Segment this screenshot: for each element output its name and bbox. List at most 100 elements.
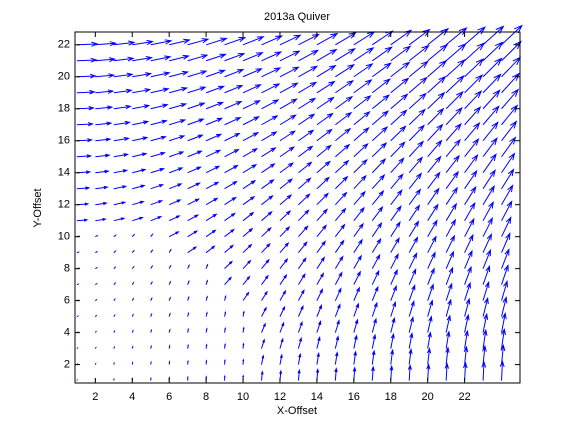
- arrow: [168, 264, 172, 269]
- arrow: [390, 348, 395, 365]
- arrow: [261, 338, 265, 349]
- arrow: [427, 235, 437, 253]
- arrow: [261, 99, 280, 110]
- arrow: [297, 368, 301, 381]
- arrow: [242, 163, 258, 174]
- arrow: [445, 58, 466, 78]
- arrow: [132, 120, 150, 126]
- arrow: [261, 163, 276, 174]
- arrow: [132, 39, 154, 46]
- arrow: [298, 33, 321, 46]
- arrow: [335, 79, 355, 94]
- arrow: [501, 327, 506, 349]
- arrow: [482, 41, 504, 62]
- arrow: [371, 158, 387, 174]
- arrow: [205, 197, 219, 206]
- arrow: [371, 126, 389, 142]
- arrow: [353, 334, 358, 349]
- arrow: [427, 27, 450, 46]
- arrow: [169, 103, 188, 110]
- arrow: [150, 296, 153, 301]
- y-tick-label: 22: [58, 39, 70, 51]
- arrow: [279, 321, 285, 333]
- arrow: [224, 85, 244, 94]
- arrow: [150, 55, 172, 62]
- x-tick-label: 20: [422, 391, 434, 403]
- arrow: [150, 344, 152, 349]
- arrow: [445, 250, 455, 269]
- arrow: [131, 329, 134, 333]
- arrow: [445, 234, 456, 253]
- arrow: [464, 58, 485, 78]
- arrow: [150, 71, 171, 78]
- arrow: [187, 54, 209, 62]
- arrow: [113, 266, 117, 270]
- arrow: [297, 304, 304, 317]
- arrow: [169, 54, 190, 62]
- arrow: [187, 182, 201, 190]
- arrow: [316, 256, 326, 269]
- arrow: [168, 296, 171, 301]
- arrow: [297, 320, 303, 333]
- arrow: [95, 41, 118, 47]
- arrow: [113, 250, 117, 254]
- arrow: [298, 225, 309, 238]
- arrow: [150, 312, 153, 317]
- arrow: [168, 231, 180, 238]
- arrow: [353, 254, 362, 269]
- arrow: [501, 24, 523, 46]
- arrow: [187, 263, 190, 269]
- arrow: [335, 95, 354, 110]
- arrow: [279, 226, 291, 238]
- arrow: [187, 134, 204, 142]
- arrow: [168, 328, 171, 333]
- arrow: [408, 188, 422, 205]
- arrow: [482, 169, 496, 189]
- arrow: [353, 63, 374, 78]
- arrow: [169, 38, 191, 46]
- arrow: [371, 78, 391, 94]
- arrow: [279, 98, 298, 110]
- x-tick-label: 18: [385, 391, 397, 403]
- arrow: [279, 337, 284, 349]
- arrow: [150, 200, 164, 206]
- arrow: [205, 37, 228, 46]
- arrow: [150, 119, 168, 126]
- arrow: [353, 302, 359, 317]
- arrow: [501, 104, 519, 126]
- y-tick-label: 2: [64, 359, 70, 371]
- arrow: [205, 279, 208, 285]
- arrow: [205, 359, 208, 365]
- arrow: [279, 162, 295, 174]
- arrow: [95, 185, 109, 190]
- arrow: [205, 165, 221, 174]
- arrow: [464, 74, 484, 94]
- arrow: [464, 265, 472, 285]
- arrow: [224, 53, 246, 62]
- arrow: [427, 251, 436, 269]
- arrow: [481, 360, 487, 381]
- arrow: [482, 216, 493, 237]
- arrow: [150, 168, 166, 174]
- arrow: [187, 102, 206, 110]
- arrow: [334, 367, 338, 381]
- arrow: [462, 361, 468, 381]
- arrow: [407, 363, 412, 381]
- arrow: [187, 359, 189, 365]
- arrow: [168, 312, 171, 317]
- arrow: [205, 69, 226, 78]
- arrow: [353, 79, 373, 94]
- arrow: [132, 200, 145, 206]
- arrow: [499, 359, 505, 381]
- arrow: [482, 105, 500, 126]
- arrow: [371, 142, 388, 158]
- arrow: [131, 281, 135, 285]
- arrow: [353, 47, 375, 62]
- arrow: [261, 258, 270, 269]
- arrow: [427, 75, 447, 94]
- arrow: [224, 310, 227, 317]
- arrow: [371, 349, 376, 365]
- arrow: [113, 169, 129, 174]
- arrow: [334, 223, 346, 237]
- arrow: [76, 57, 98, 63]
